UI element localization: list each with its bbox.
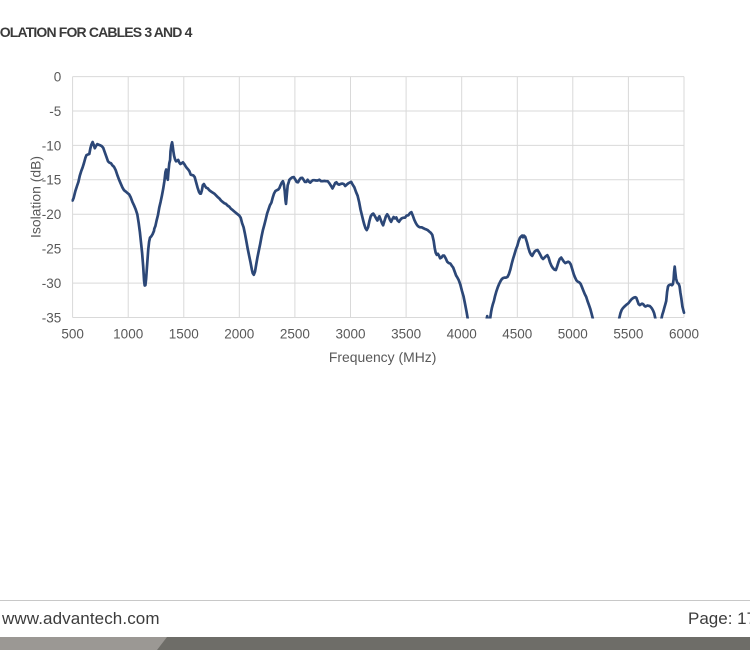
svg-text:6000: 6000 [669,326,699,341]
svg-text:5500: 5500 [613,326,643,341]
svg-text:3000: 3000 [335,326,365,341]
svg-text:-30: -30 [42,276,62,291]
svg-text:-25: -25 [42,242,62,257]
svg-text:-20: -20 [42,207,62,222]
svg-text:0: 0 [54,70,62,85]
svg-text:4500: 4500 [502,326,532,341]
svg-text:2500: 2500 [280,326,310,341]
svg-text:3500: 3500 [391,326,421,341]
svg-text:Frequency (MHz): Frequency (MHz) [329,349,437,365]
svg-text:2000: 2000 [224,326,254,341]
svg-text:5000: 5000 [558,326,588,341]
svg-text:-5: -5 [49,104,61,119]
svg-text:Isolation (dB): Isolation (dB) [29,156,44,238]
svg-text:500: 500 [61,326,84,341]
svg-text:-10: -10 [42,138,62,153]
svg-text:-15: -15 [42,173,62,188]
svg-text:1000: 1000 [113,326,143,341]
svg-text:4000: 4000 [447,326,477,341]
svg-text:-35: -35 [42,310,62,325]
svg-text:1500: 1500 [169,326,199,341]
